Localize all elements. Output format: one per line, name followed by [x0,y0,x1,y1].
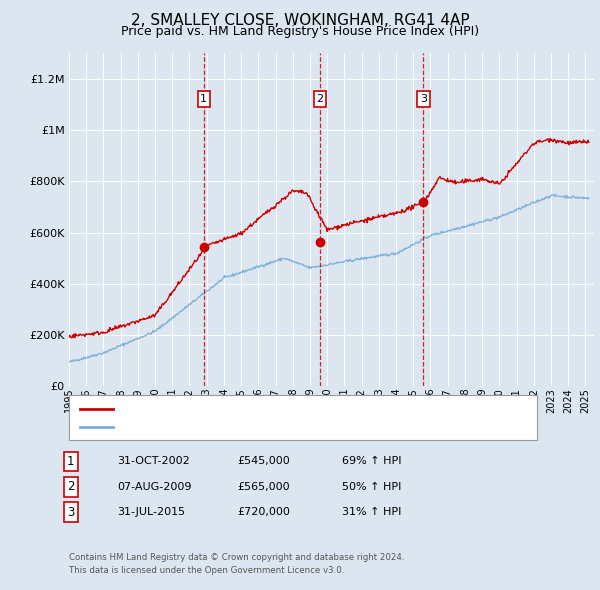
Text: 2, SMALLEY CLOSE, WOKINGHAM, RG41 4AP (detached house): 2, SMALLEY CLOSE, WOKINGHAM, RG41 4AP (d… [120,404,445,414]
Text: 2, SMALLEY CLOSE, WOKINGHAM, RG41 4AP: 2, SMALLEY CLOSE, WOKINGHAM, RG41 4AP [131,13,469,28]
Text: £545,000: £545,000 [237,457,290,466]
Text: 31-JUL-2015: 31-JUL-2015 [117,507,185,517]
Text: 07-AUG-2009: 07-AUG-2009 [117,482,191,491]
Text: 2: 2 [316,94,323,104]
Text: 31-OCT-2002: 31-OCT-2002 [117,457,190,466]
Text: 1: 1 [200,94,207,104]
Text: Price paid vs. HM Land Registry's House Price Index (HPI): Price paid vs. HM Land Registry's House … [121,25,479,38]
Text: 50% ↑ HPI: 50% ↑ HPI [342,482,401,491]
Text: HPI: Average price, detached house, Wokingham: HPI: Average price, detached house, Woki… [120,422,374,432]
Text: Contains HM Land Registry data © Crown copyright and database right 2024.: Contains HM Land Registry data © Crown c… [69,553,404,562]
Text: 2: 2 [67,480,74,493]
Text: 1: 1 [67,455,74,468]
Text: £720,000: £720,000 [237,507,290,517]
Text: 69% ↑ HPI: 69% ↑ HPI [342,457,401,466]
Text: This data is licensed under the Open Government Licence v3.0.: This data is licensed under the Open Gov… [69,566,344,575]
Text: 31% ↑ HPI: 31% ↑ HPI [342,507,401,517]
Text: 3: 3 [420,94,427,104]
Text: 3: 3 [67,506,74,519]
Text: £565,000: £565,000 [237,482,290,491]
